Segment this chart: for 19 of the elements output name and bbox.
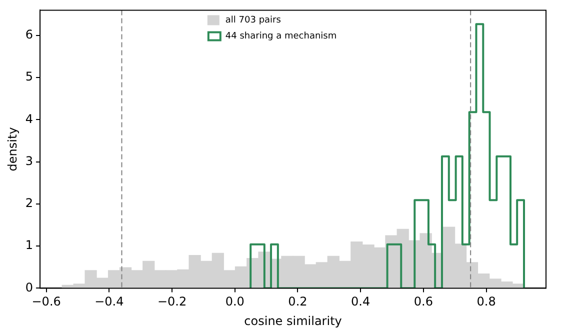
x-tick-label: −0.2 (157, 294, 187, 309)
x-tick-label: 0.6 (414, 294, 433, 309)
y-tick-label: 1 (25, 238, 34, 252)
legend-label: all 703 pairs (225, 16, 282, 26)
y-tick-label: 3 (25, 154, 34, 168)
y-tick-label: 2 (25, 196, 34, 210)
legend-label: 44 sharing a mechanism (225, 32, 337, 42)
x-tick-label: 0.0 (225, 294, 244, 309)
x-tick-label: −0.4 (94, 294, 124, 309)
x-axis-title: cosine similarity (244, 314, 342, 328)
x-tick-label: −0.6 (32, 294, 61, 309)
y-tick-label: 5 (25, 70, 34, 84)
y-axis-title: density (5, 127, 20, 172)
x-tick-label: 0.4 (351, 294, 370, 309)
x-tick-label: 0.2 (288, 294, 308, 309)
y-tick-label: 4 (25, 112, 34, 126)
x-tick-label: 0.8 (476, 294, 496, 309)
y-tick-label: 6 (25, 28, 34, 42)
y-tick-label: 0 (25, 280, 34, 294)
